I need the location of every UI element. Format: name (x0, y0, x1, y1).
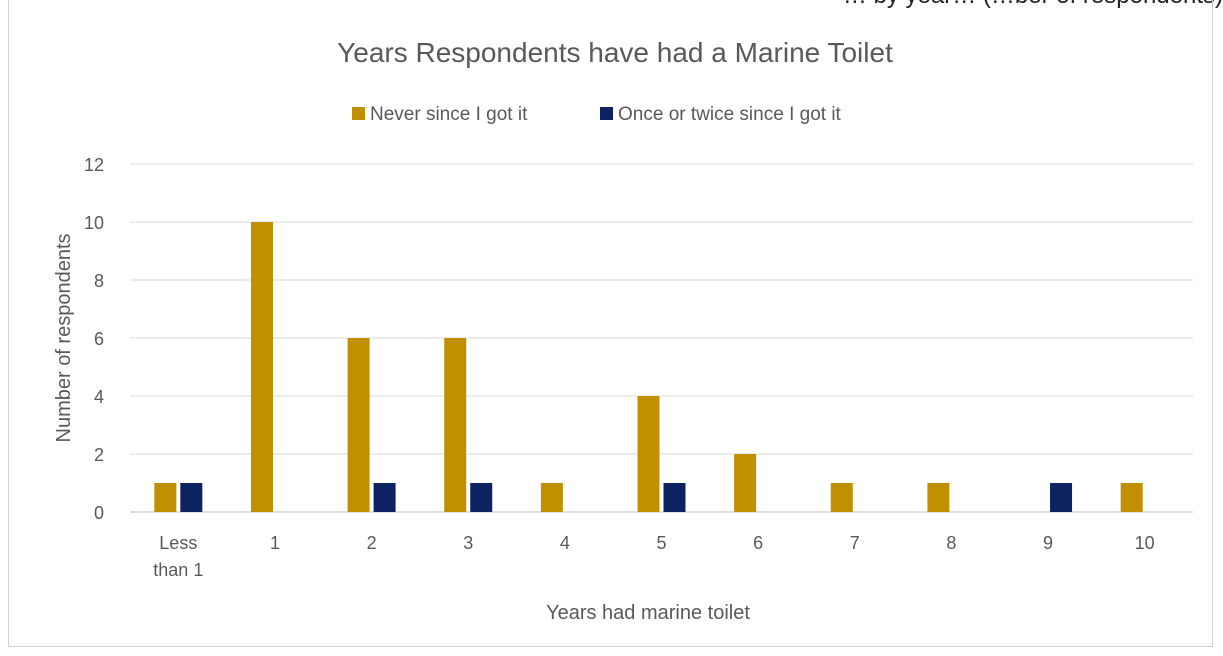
x-tick-label: 1 (270, 533, 280, 553)
legend-label: Once or twice since I got it (618, 104, 842, 125)
bar (734, 454, 757, 512)
bars (154, 222, 1143, 512)
bar (637, 396, 660, 512)
x-tick-label: 8 (946, 533, 956, 553)
bar (663, 483, 686, 512)
cropped-header-text: … by year… (…ber of respondents) (0, 0, 1223, 9)
x-tick-label: 3 (463, 533, 473, 553)
y-axis-ticks: 0 2 4 6 8 10 12 (84, 155, 104, 523)
x-tick-label: 4 (560, 533, 570, 553)
gridlines (130, 163, 1193, 513)
bar (830, 483, 853, 512)
chart-frame (8, 0, 1213, 647)
bar (347, 338, 370, 512)
y-tick-label: 8 (94, 271, 104, 291)
legend: Never since I got it Once or twice since … (352, 104, 842, 125)
x-tick-label: 9 (1043, 533, 1053, 553)
y-tick-label: 0 (94, 503, 104, 523)
bar (1050, 483, 1073, 512)
bar (373, 483, 396, 512)
y-tick-label: 2 (94, 445, 104, 465)
legend-label: Never since I got it (370, 104, 528, 125)
x-axis-label: Years had marine toilet (546, 602, 750, 624)
x-tick-label: 10 (1135, 533, 1155, 553)
bar (1120, 483, 1143, 512)
y-axis-label: Number of respondents (53, 233, 75, 442)
bar (180, 483, 203, 512)
y-tick-label: 12 (84, 155, 104, 175)
legend-swatch (352, 107, 365, 120)
x-axis-ticks: Less than 1 1 2 3 4 5 6 7 8 9 10 (153, 533, 1154, 580)
bar (154, 483, 177, 512)
x-tick-label: 5 (656, 533, 666, 553)
y-tick-label: 6 (94, 329, 104, 349)
cropped-header-text-content: … by year… (…ber of respondents) (843, 0, 1223, 9)
x-tick-label: 2 (367, 533, 377, 553)
legend-swatch (600, 107, 613, 120)
bar (927, 483, 950, 512)
bar (540, 483, 563, 512)
bar (444, 338, 467, 512)
x-tick-label: 7 (850, 533, 860, 553)
x-tick-label: 6 (753, 533, 763, 553)
y-tick-label: 10 (84, 213, 104, 233)
y-tick-label: 4 (94, 387, 104, 407)
x-tick-label: Less than 1 (153, 533, 203, 580)
bar (470, 483, 493, 512)
chart-title: Years Respondents have had a Marine Toil… (337, 37, 893, 68)
bar (250, 222, 273, 512)
